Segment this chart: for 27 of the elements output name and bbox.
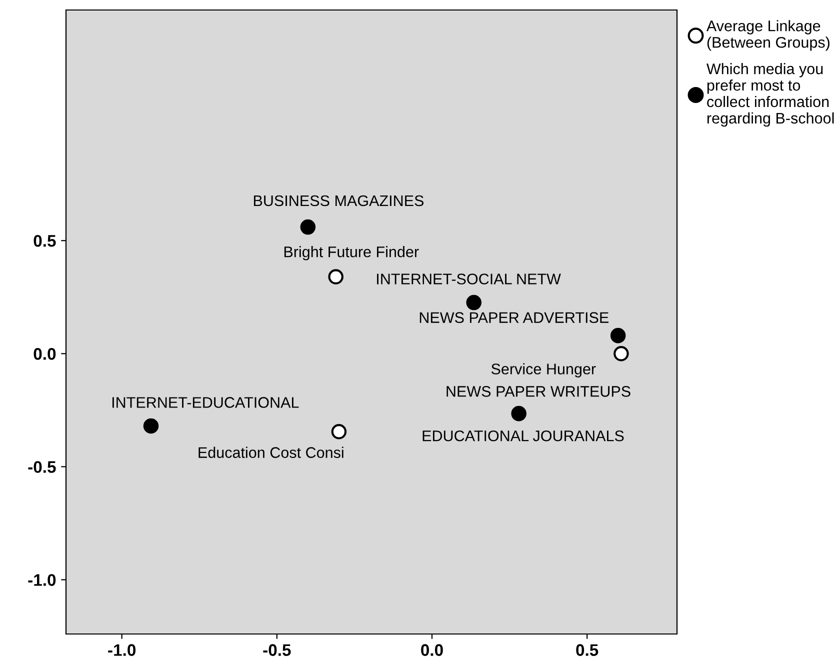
point	[143, 418, 159, 434]
y-tick-label: 0.0	[34, 348, 56, 360]
annotation: NEWS PAPER WRITEUPS	[446, 386, 630, 397]
point	[466, 294, 482, 310]
annotation: EDUCATIONAL JOURANALS	[422, 430, 624, 442]
annotation: INTERNET-EDUCATIONAL	[112, 397, 299, 408]
annotation: NEWS PAPER ADVERTISE	[420, 312, 608, 323]
annotation: Education Cost Consi	[198, 446, 344, 458]
y-tick-label: 0.5	[34, 235, 56, 247]
x-tick-label: 0.0	[421, 644, 443, 656]
legend-label: Average Linkage (Between Groups)	[706, 20, 830, 51]
point	[300, 219, 316, 235]
annotation: Bright Future Finder	[284, 246, 419, 260]
point	[614, 346, 629, 362]
x-tick-label: -1.0	[108, 644, 136, 656]
point	[610, 328, 626, 344]
point	[511, 406, 526, 422]
point	[328, 269, 344, 284]
annotation: Service Hunger	[491, 363, 596, 378]
annotation: INTERNET-SOCIAL NETW	[377, 274, 561, 284]
y-tick-label: -0.5	[28, 461, 56, 473]
legend-label: Which media you prefer most to collect information regarding B-school	[706, 63, 834, 127]
y-tick-label: -1.0	[28, 574, 56, 586]
x-tick-label: 0.5	[576, 644, 598, 656]
point	[331, 424, 347, 440]
annotation: BUSINESS MAGAZINES	[254, 195, 424, 206]
x-tick-label: -0.5	[263, 644, 291, 656]
